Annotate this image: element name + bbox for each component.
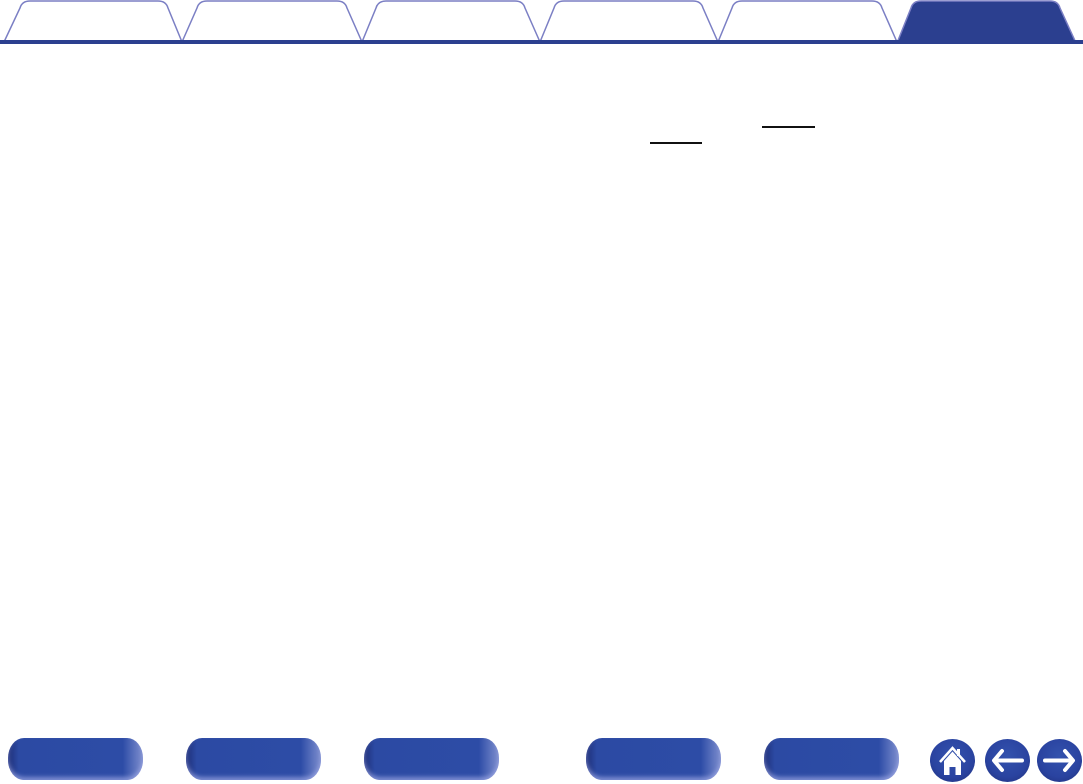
back-button[interactable] — [985, 739, 1030, 782]
tab-6-active[interactable] — [895, 0, 1078, 44]
nav-button-4[interactable] — [586, 738, 721, 780]
arrow-left-icon — [992, 749, 1024, 772]
tab-5[interactable] — [717, 0, 898, 43]
tab-bar-underline — [0, 40, 1083, 44]
tab-2[interactable] — [181, 0, 363, 43]
tab-1[interactable] — [3, 0, 183, 43]
home-icon — [939, 746, 966, 775]
arrow-right-icon — [1043, 749, 1075, 772]
forward-button[interactable] — [1037, 739, 1082, 782]
tab-3[interactable] — [361, 0, 541, 43]
nav-button-1[interactable] — [8, 738, 143, 780]
link-underline[interactable] — [762, 126, 815, 128]
link-underline[interactable] — [650, 142, 702, 144]
nav-button-3[interactable] — [364, 738, 499, 780]
home-button[interactable] — [930, 739, 975, 782]
nav-button-2[interactable] — [186, 738, 321, 780]
tab-4[interactable] — [539, 0, 719, 43]
tab-bar — [0, 0, 1083, 44]
nav-button-5[interactable] — [764, 738, 899, 780]
